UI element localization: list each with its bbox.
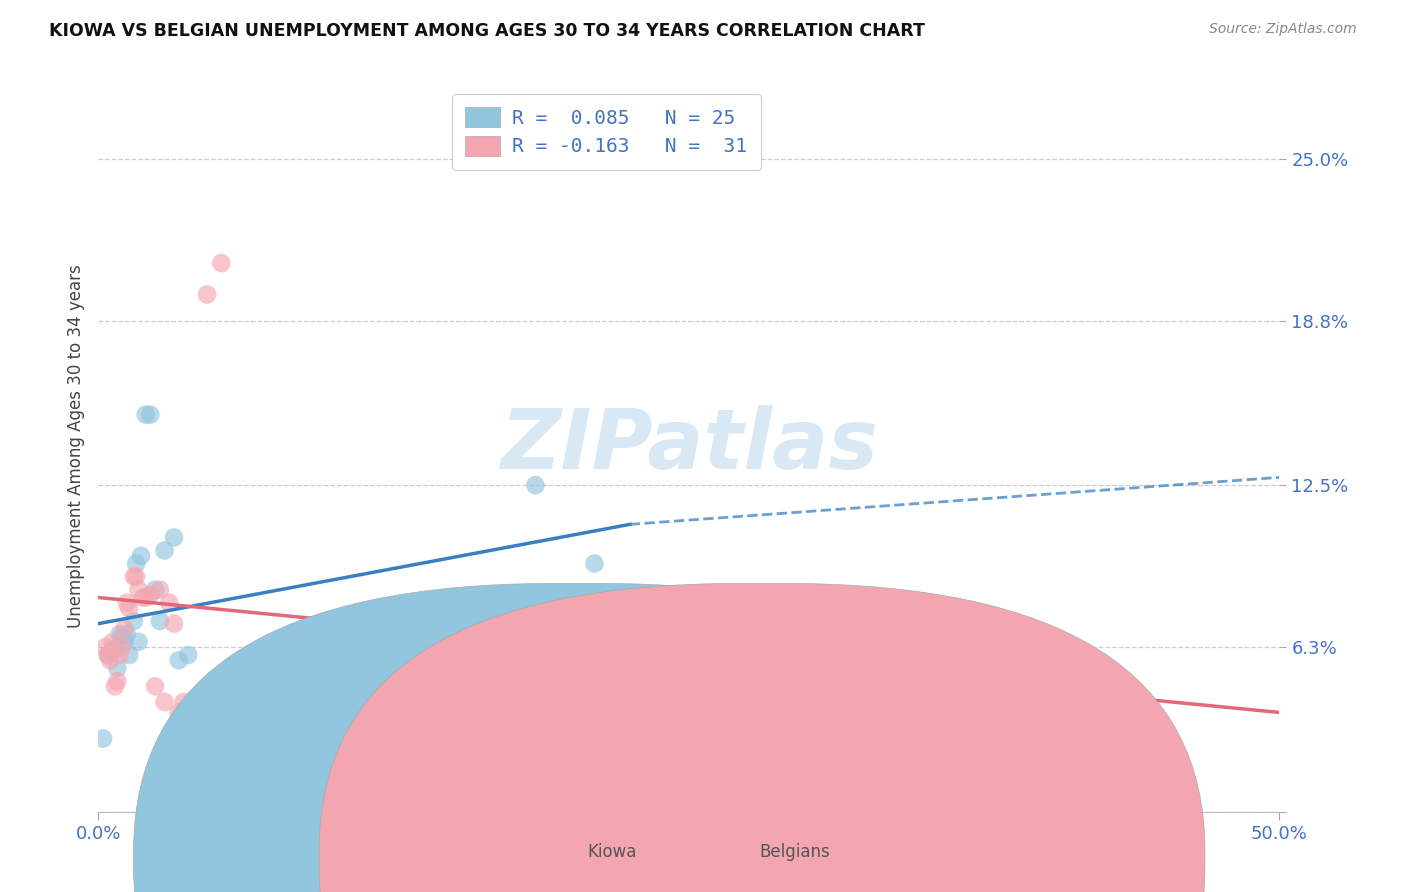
Point: [112, 635, 135, 649]
Point: [132, 591, 155, 605]
Point: [135, 591, 157, 605]
Point: [115, 627, 138, 641]
Point: [105, 661, 128, 675]
Point: [94, 640, 117, 655]
Point: [135, 408, 157, 422]
Point: [104, 679, 127, 693]
Point: [111, 640, 134, 655]
Point: [97, 648, 120, 662]
Point: [98, 653, 121, 667]
Point: [104, 642, 127, 657]
Point: [172, 695, 194, 709]
Point: [128, 582, 150, 597]
Point: [619, 138, 641, 153]
Point: [143, 582, 166, 597]
Point: [101, 635, 124, 649]
Legend: R =  0.085   N = 25, R = -0.163   N =  31: R = 0.085 N = 25, R = -0.163 N = 31: [451, 94, 761, 169]
Text: Kiowa: Kiowa: [586, 843, 637, 861]
Point: [91, 731, 114, 746]
Point: [139, 588, 162, 602]
Point: [167, 653, 190, 667]
Point: [128, 635, 150, 649]
Text: Belgians: Belgians: [759, 843, 830, 861]
Point: [149, 614, 172, 628]
Point: [195, 287, 218, 301]
Point: [139, 408, 162, 422]
Point: [129, 549, 152, 563]
Point: [181, 757, 204, 772]
Point: [548, 679, 571, 693]
Point: [163, 530, 186, 544]
Y-axis label: Unemployment Among Ages 30 to 34 years: Unemployment Among Ages 30 to 34 years: [66, 264, 84, 628]
Point: [153, 695, 176, 709]
Point: [112, 622, 135, 636]
Point: [122, 614, 145, 628]
Point: [122, 569, 145, 583]
Text: ZIPatlas: ZIPatlas: [501, 406, 877, 486]
Point: [1067, 747, 1090, 762]
Point: [149, 582, 172, 597]
Point: [143, 679, 166, 693]
Point: [163, 616, 186, 631]
Point: [583, 557, 606, 571]
Point: [973, 700, 995, 714]
Text: KIOWA VS BELGIAN UNEMPLOYMENT AMONG AGES 30 TO 34 YEARS CORRELATION CHART: KIOWA VS BELGIAN UNEMPLOYMENT AMONG AGES…: [49, 22, 925, 40]
Point: [177, 648, 200, 662]
Point: [111, 630, 134, 644]
Point: [115, 596, 138, 610]
Point: [785, 674, 807, 689]
Point: [153, 543, 176, 558]
Point: [125, 569, 148, 583]
Point: [125, 557, 148, 571]
Point: [97, 648, 120, 662]
Text: Source: ZipAtlas.com: Source: ZipAtlas.com: [1209, 22, 1357, 37]
Point: [524, 478, 547, 492]
Point: [167, 706, 190, 720]
Point: [108, 627, 131, 641]
Point: [101, 642, 124, 657]
Point: [118, 601, 141, 615]
Point: [108, 648, 131, 662]
Point: [105, 674, 128, 689]
Point: [209, 256, 232, 270]
Point: [118, 648, 141, 662]
Point: [157, 596, 180, 610]
